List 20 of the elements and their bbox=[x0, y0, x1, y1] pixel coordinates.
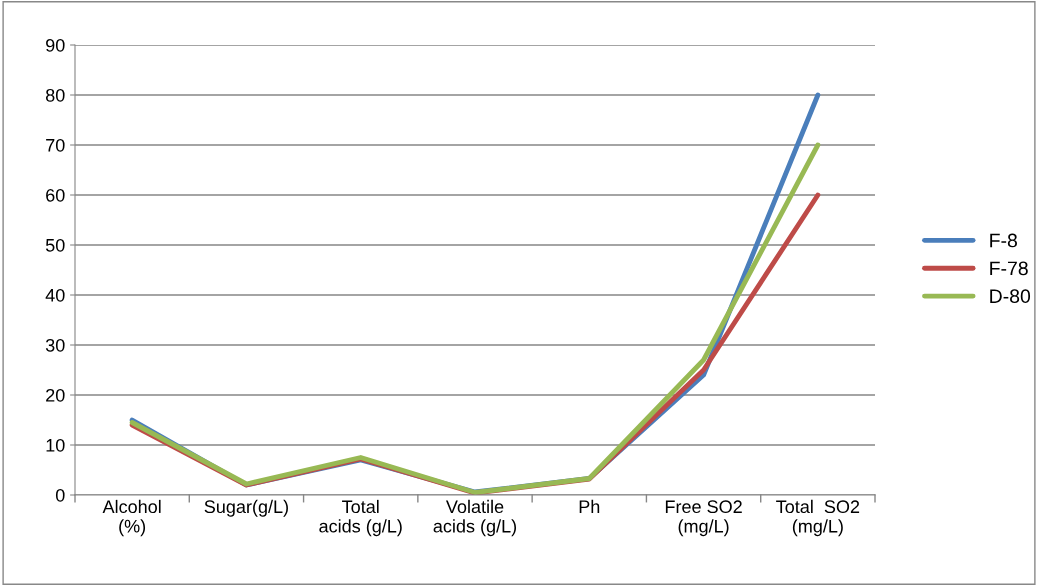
y-tick-label: 20 bbox=[46, 388, 65, 402]
legend-label: D-80 bbox=[990, 289, 1031, 304]
y-tick-label: 0 bbox=[55, 488, 65, 502]
y-tick-label: 50 bbox=[45, 238, 65, 252]
x-tick-label: Sugar(g/L) bbox=[204, 499, 288, 517]
x-tick-label: Total SO2 (mg/L) bbox=[776, 499, 860, 537]
y-tick-label: 60 bbox=[46, 188, 65, 202]
y-tick-label: 90 bbox=[46, 38, 65, 52]
x-tick-label: Volatile acids (g/L) bbox=[433, 499, 517, 537]
x-tick-label: Free SO2 (mg/L) bbox=[665, 500, 742, 537]
x-tick-label: Total acids (g/L) bbox=[319, 499, 402, 537]
legend-label: F-8 bbox=[990, 233, 1017, 248]
y-tick-label: 30 bbox=[45, 338, 65, 352]
x-tick-label: Ph bbox=[579, 499, 600, 513]
y-tick-label: 40 bbox=[45, 288, 65, 302]
x-tick-label: Alcohol (%) bbox=[102, 499, 161, 537]
y-tick-label: 10 bbox=[46, 438, 65, 452]
y-tick-label: 70 bbox=[46, 138, 65, 152]
y-tick-label: 80 bbox=[45, 88, 65, 102]
legend-label: F-78 bbox=[990, 261, 1028, 276]
